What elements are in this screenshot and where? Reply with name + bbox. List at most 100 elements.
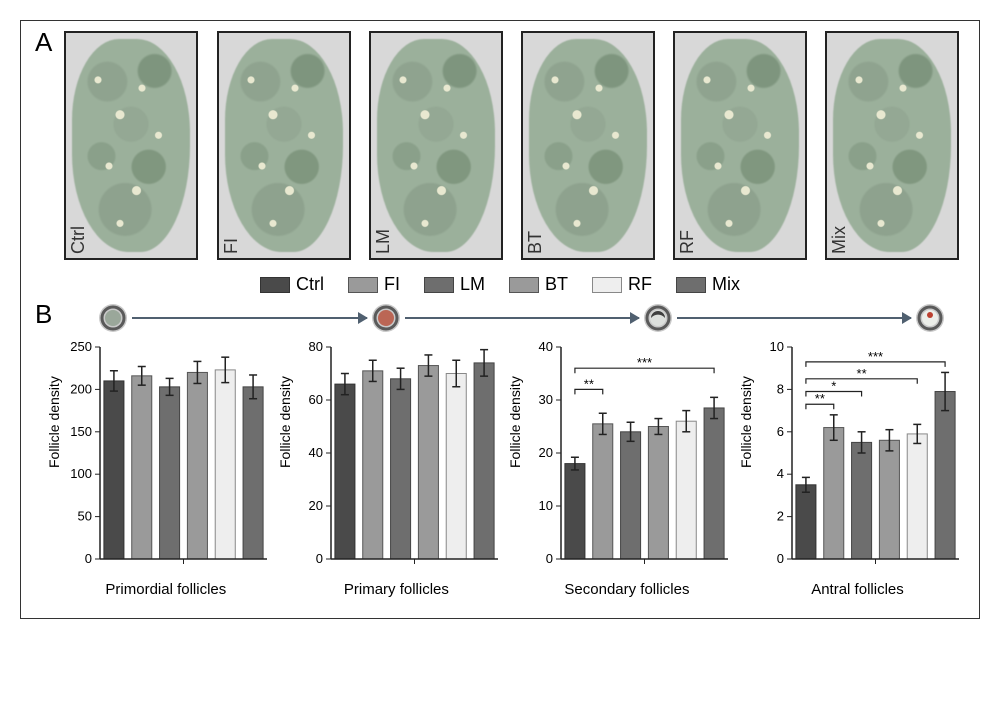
- legend-item-mix: Mix: [676, 274, 740, 295]
- svg-text:**: **: [857, 366, 867, 381]
- legend-item-ctrl: Ctrl: [260, 274, 324, 295]
- follicle-icon: [643, 303, 673, 333]
- bar: [216, 370, 236, 559]
- svg-text:10: 10: [770, 339, 784, 354]
- svg-text:6: 6: [777, 424, 784, 439]
- bar-chart: 0246810********Follicle densityAntral fo…: [750, 337, 965, 598]
- histology-label: RF: [677, 230, 698, 254]
- chart-svg: 010203040*****: [519, 337, 734, 577]
- chart-title: Secondary follicles: [519, 581, 734, 598]
- legend-label: FI: [384, 274, 400, 295]
- svg-text:0: 0: [546, 551, 553, 566]
- histology-row: Ctrl FI LM BT RF Mix: [58, 31, 965, 260]
- histology-image-lm: LM: [369, 31, 503, 260]
- legend-swatch: [424, 277, 454, 293]
- bar: [824, 428, 844, 559]
- bar: [188, 372, 208, 559]
- legend-label: Ctrl: [296, 274, 324, 295]
- progression-arrow: [132, 317, 366, 319]
- y-axis-label: Follicle density: [46, 376, 62, 468]
- svg-text:20: 20: [308, 498, 322, 513]
- panel-a: A CtrlFILMBTRFMix: [35, 31, 965, 260]
- follicle-icon: [98, 303, 128, 333]
- svg-text:**: **: [584, 376, 594, 391]
- bar: [446, 374, 466, 560]
- svg-text:10: 10: [539, 498, 553, 513]
- histology-label: LM: [373, 229, 394, 254]
- svg-text:250: 250: [71, 339, 93, 354]
- bar-chart: 050100150200250Follicle densityPrimordia…: [58, 337, 273, 598]
- histology-image-mix: Mix: [825, 31, 959, 260]
- bar: [363, 371, 383, 559]
- bar-chart: 020406080Follicle densityPrimary follicl…: [289, 337, 504, 598]
- legend-swatch: [260, 277, 290, 293]
- bar: [852, 442, 872, 559]
- svg-text:150: 150: [71, 424, 93, 439]
- histology-label: Mix: [829, 226, 850, 254]
- legend-label: BT: [545, 274, 568, 295]
- bar: [621, 432, 641, 559]
- legend-item-lm: LM: [424, 274, 485, 295]
- y-axis-label: Follicle density: [277, 376, 293, 468]
- chart-title: Primary follicles: [289, 581, 504, 598]
- bar: [593, 424, 613, 559]
- progression-arrow: [677, 317, 911, 319]
- bar: [418, 366, 438, 559]
- legend-swatch: [509, 277, 539, 293]
- bar: [132, 376, 152, 559]
- bar: [796, 485, 816, 559]
- svg-text:***: ***: [637, 355, 652, 370]
- svg-text:50: 50: [78, 509, 92, 524]
- svg-text:40: 40: [539, 339, 553, 354]
- svg-text:200: 200: [71, 381, 93, 396]
- histology-label: FI: [221, 238, 242, 254]
- svg-text:0: 0: [316, 551, 323, 566]
- svg-text:*: *: [831, 379, 836, 394]
- legend-label: RF: [628, 274, 652, 295]
- svg-text:60: 60: [308, 392, 322, 407]
- follicle-icon: [371, 303, 401, 333]
- charts-row: 050100150200250Follicle densityPrimordia…: [58, 337, 965, 598]
- group-legend: Ctrl FI LM BT RF Mix: [35, 274, 965, 295]
- legend-label: LM: [460, 274, 485, 295]
- svg-text:80: 80: [308, 339, 322, 354]
- bar: [565, 464, 585, 559]
- svg-text:**: **: [815, 391, 825, 406]
- legend-item-bt: BT: [509, 274, 568, 295]
- svg-text:***: ***: [868, 349, 883, 364]
- svg-text:0: 0: [85, 551, 92, 566]
- chart-title: Primordial follicles: [58, 581, 273, 598]
- legend-swatch: [592, 277, 622, 293]
- figure-container: A CtrlFILMBTRFMix CtrlFILMBTRFMix B 0501…: [20, 20, 980, 619]
- svg-text:8: 8: [777, 381, 784, 396]
- histology-image-fi: FI: [217, 31, 351, 260]
- svg-text:2: 2: [777, 509, 784, 524]
- histology-image-bt: BT: [521, 31, 655, 260]
- bar: [649, 427, 669, 560]
- histology-label: Ctrl: [68, 226, 89, 254]
- histology-label: BT: [525, 231, 546, 254]
- bar: [935, 392, 955, 559]
- chart-svg: 0246810********: [750, 337, 965, 577]
- chart-svg: 0 50 100 150 200 250: [58, 337, 273, 577]
- svg-text:0: 0: [777, 551, 784, 566]
- bar: [907, 434, 927, 559]
- bar: [705, 408, 725, 559]
- legend-label: Mix: [712, 274, 740, 295]
- bar: [104, 381, 124, 559]
- panel-b-content: 050100150200250Follicle densityPrimordia…: [58, 303, 965, 598]
- panel-a-label: A: [35, 27, 52, 58]
- svg-text:4: 4: [777, 466, 784, 481]
- svg-text:100: 100: [71, 466, 93, 481]
- bar-chart: 010203040*****Follicle densitySecondary …: [519, 337, 734, 598]
- bar: [390, 379, 410, 559]
- follicle-stage-icon: [98, 303, 128, 333]
- follicle-stage-icon: [371, 303, 401, 333]
- svg-text:30: 30: [539, 392, 553, 407]
- svg-text:20: 20: [539, 445, 553, 460]
- legend-item-fi: FI: [348, 274, 400, 295]
- svg-text:40: 40: [308, 445, 322, 460]
- progression-arrow: [405, 317, 639, 319]
- bar: [474, 363, 494, 559]
- chart-svg: 0 20 40 60 80: [289, 337, 504, 577]
